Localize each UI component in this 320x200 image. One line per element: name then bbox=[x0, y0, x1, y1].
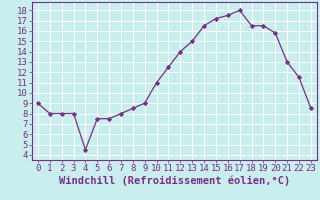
X-axis label: Windchill (Refroidissement éolien,°C): Windchill (Refroidissement éolien,°C) bbox=[59, 176, 290, 186]
